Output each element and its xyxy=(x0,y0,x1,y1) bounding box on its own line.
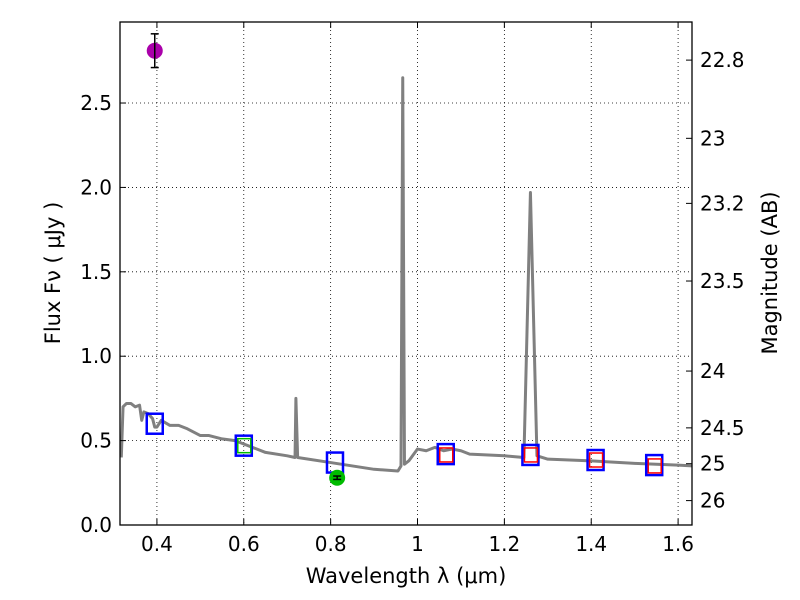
right-tick-label: 23.2 xyxy=(700,191,745,215)
x-tick-label: 1.4 xyxy=(575,532,607,556)
x-axis-label: Wavelength λ (μm) xyxy=(306,564,507,588)
y-tick-label: 2.0 xyxy=(80,175,112,199)
spectrum-line xyxy=(119,76,693,473)
x-tick-label: 0.6 xyxy=(228,532,260,556)
right-tick-label: 24 xyxy=(700,359,725,383)
y-tick-label: 2.5 xyxy=(80,91,112,115)
grid xyxy=(120,22,692,526)
plot-area xyxy=(119,33,693,486)
x-tick-label: 1.2 xyxy=(488,532,520,556)
model-photometry-marker xyxy=(644,453,664,477)
observed-photometry-marker xyxy=(647,458,662,474)
y-tick-label: 0.0 xyxy=(80,513,112,537)
model-photometry-marker xyxy=(586,448,605,472)
y-tick-label: 1.5 xyxy=(80,260,112,284)
right-tick-label: 25 xyxy=(700,452,725,476)
x-tick-label: 1 xyxy=(411,532,424,556)
model-photometry-marker xyxy=(234,434,254,457)
right-tick-label: 26 xyxy=(700,489,725,513)
green-square-marker xyxy=(237,437,252,454)
observed-photometry-marker xyxy=(588,452,604,468)
observed-photometry-marker xyxy=(523,447,539,463)
right-tick-label: 23 xyxy=(700,126,725,150)
model-photometry-marker xyxy=(436,442,455,466)
right-tick-label: 22.8 xyxy=(700,48,745,72)
x-tick-label: 0.4 xyxy=(141,532,173,556)
y-axis-label: Flux Fν ( μJy ) xyxy=(41,202,65,345)
plot-frame xyxy=(119,21,693,526)
model-photometry-marker xyxy=(145,412,164,435)
model-photometry-marker xyxy=(521,443,540,467)
right-tick-label: 23.5 xyxy=(700,269,745,293)
x-tick-label: 0.8 xyxy=(315,532,347,556)
right-tick-label: 24.5 xyxy=(700,416,745,440)
x-tick-label: 1.6 xyxy=(662,532,694,556)
y-tick-label: 0.5 xyxy=(80,429,112,453)
y-tick-label: 1.0 xyxy=(80,344,112,368)
observed-photometry-marker xyxy=(438,447,454,463)
right-axis-label: Magnitude (AB) xyxy=(758,191,782,354)
ticks: 0.4 0.6 0.8 1 1.2 1.4 1.6 0.0 0.5 1.0 1.5 2.0 2.5 22.… xyxy=(80,22,745,556)
